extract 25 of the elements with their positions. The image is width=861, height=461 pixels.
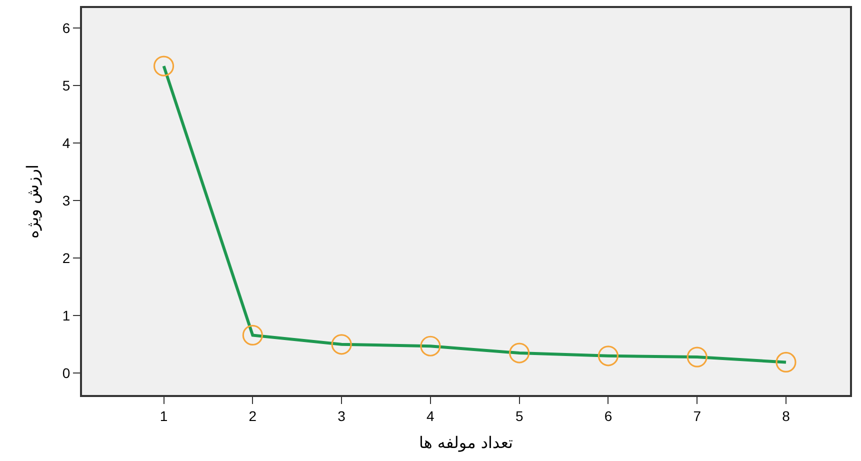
point (420, 336, 441, 356)
y-tick-label: 6 (62, 20, 70, 36)
y-tick-label: 2 (62, 250, 70, 266)
point (242, 324, 263, 346)
x-tick-label: 2 (248, 408, 257, 424)
point (509, 342, 530, 364)
x-tick-label: 7 (693, 408, 702, 424)
y-tick-label: 5 (62, 78, 70, 94)
point (153, 56, 174, 76)
y-tick-label: 1 (62, 308, 70, 324)
y-tick-label: 3 (62, 192, 70, 209)
y-tick-label: 4 (62, 135, 70, 152)
point (331, 334, 352, 355)
x-tick-label: 4 (426, 408, 435, 424)
x-tick-label: 6 (604, 408, 612, 424)
y-axis-title: ارزش ویژه (22, 164, 42, 238)
point (776, 352, 796, 373)
x-tick-label: 1 (160, 408, 168, 424)
x-tick-label: 5 (515, 408, 524, 424)
x-tick-label: 8 (782, 408, 790, 424)
x-tick-label: 3 (338, 408, 346, 424)
y-tick-label: 0 (62, 365, 70, 382)
point (686, 346, 708, 368)
point (598, 346, 619, 366)
x-axis-title: تعداد مولفه ها (418, 433, 514, 452)
